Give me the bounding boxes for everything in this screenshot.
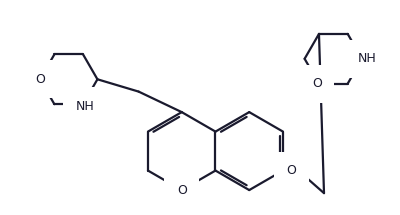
Text: O: O bbox=[312, 77, 322, 90]
Text: NH: NH bbox=[358, 52, 376, 65]
Text: NH: NH bbox=[76, 100, 94, 113]
Text: O: O bbox=[286, 164, 296, 177]
Text: O: O bbox=[35, 73, 45, 86]
Text: O: O bbox=[177, 184, 187, 197]
